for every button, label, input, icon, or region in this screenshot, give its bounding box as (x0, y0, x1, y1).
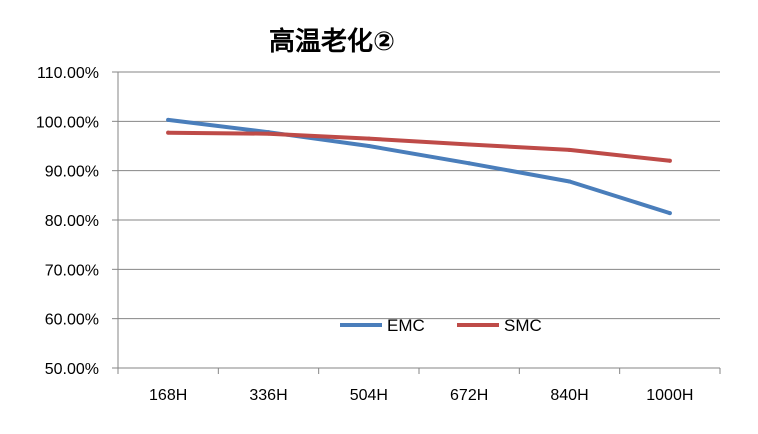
legend: EMC SMC (340, 316, 542, 335)
y-tick-label: 60.00% (45, 312, 99, 329)
data-point-emc (567, 179, 572, 184)
x-tick-label: 336H (249, 387, 287, 404)
data-point-smc (467, 142, 472, 147)
x-tick-label: 1000H (646, 387, 693, 404)
x-tick-label: 168H (149, 387, 187, 404)
data-point-emc (467, 161, 472, 166)
y-tick-labels: 110.00% 100.00% 90.00% 80.00% 70.00% 60.00% 50… (36, 65, 99, 378)
axes (117, 72, 721, 374)
data-point-smc (366, 136, 371, 141)
x-tick-label: 672H (450, 387, 488, 404)
legend-label-smc: SMC (504, 316, 542, 335)
legend-label-emc: EMC (387, 316, 425, 335)
chart-title: 高温老化② (269, 26, 395, 57)
data-point-smc (567, 147, 572, 152)
data-point-emc (667, 211, 672, 216)
y-tick-label: 100.00% (36, 114, 99, 131)
series-line-emc (166, 117, 672, 216)
data-point-emc (166, 117, 171, 122)
y-tick-label: 80.00% (45, 213, 99, 230)
y-tick-label: 70.00% (45, 262, 99, 279)
series-line-smc (166, 130, 672, 163)
data-point-smc (667, 158, 672, 163)
data-point-smc (166, 130, 171, 135)
x-tick-label: 840H (550, 387, 588, 404)
x-tick-labels: 168H 336H 504H 672H 840H 1000H (149, 387, 693, 404)
x-tick-label: 504H (350, 387, 388, 404)
y-tick-label: 50.00% (45, 361, 99, 378)
data-point-smc (266, 131, 271, 136)
y-tick-label: 110.00% (37, 65, 99, 82)
series-lines (166, 117, 672, 216)
data-point-emc (366, 144, 371, 148)
y-tick-label: 90.00% (45, 164, 99, 181)
